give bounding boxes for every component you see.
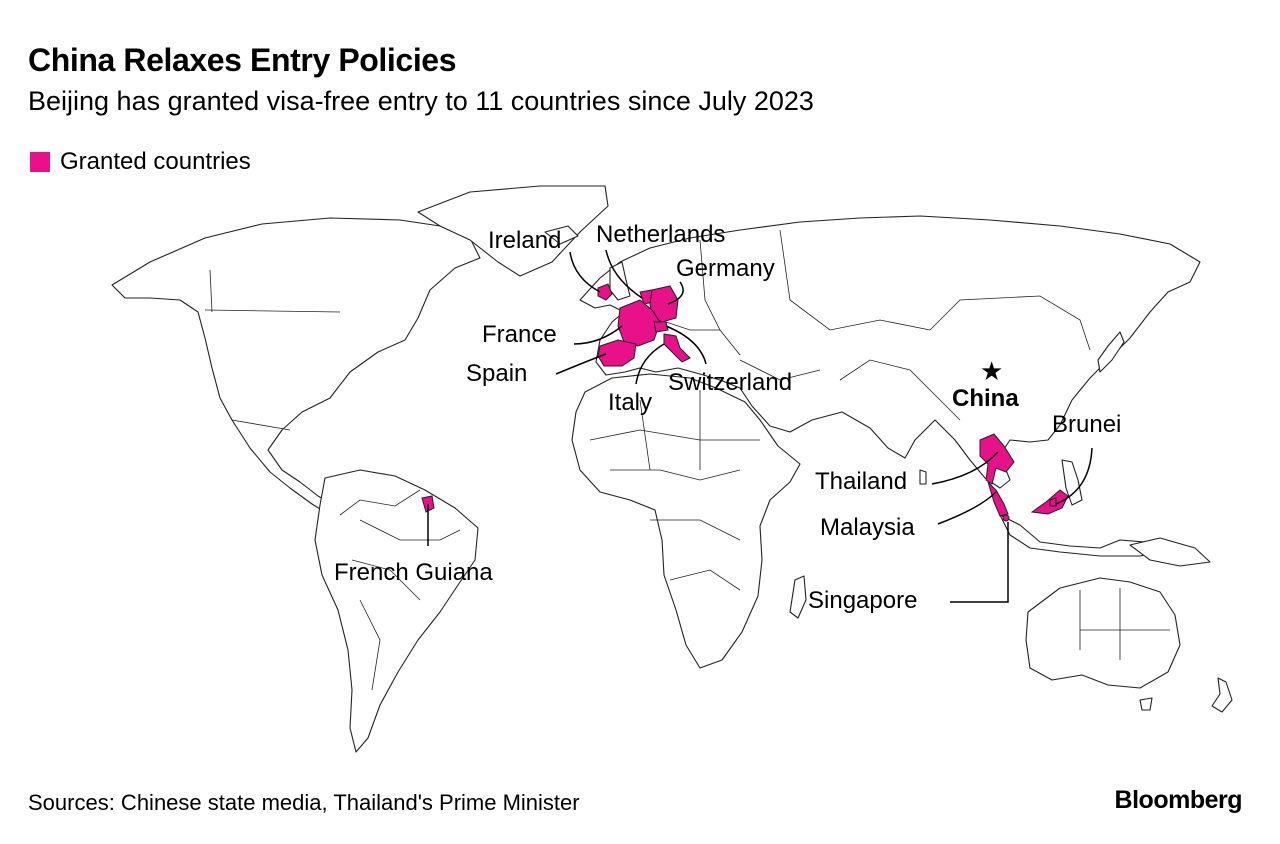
legend-swatch	[30, 152, 50, 172]
leader-france	[573, 325, 623, 345]
leader-singapore	[950, 522, 1009, 603]
granted-countries	[421, 283, 1069, 522]
leader-thailand	[931, 451, 999, 485]
bloomberg-logo: Bloomberg	[1114, 786, 1243, 814]
label-singapore: Singapore	[808, 587, 917, 614]
leader-switzerland	[665, 325, 707, 365]
country-singapore	[1002, 514, 1010, 522]
country-malaysia-peninsular	[987, 481, 1009, 517]
japan	[1097, 331, 1125, 373]
iceland	[544, 225, 579, 245]
label-netherlands: Netherlands	[596, 221, 725, 248]
country-italy	[663, 333, 691, 363]
australia	[1025, 577, 1181, 689]
label-italy: Italy	[608, 389, 652, 416]
chart-subtitle: Beijing has granted visa-free entry to 1…	[28, 86, 814, 116]
africa	[571, 373, 801, 669]
label-french-guiana: French Guiana	[334, 559, 493, 586]
label-switzerland: Switzerland	[668, 369, 792, 396]
country-france	[617, 299, 661, 347]
philippines	[1061, 459, 1083, 506]
label-spain: Spain	[466, 360, 527, 387]
new-guinea	[1129, 537, 1211, 567]
sri-lanka	[919, 469, 927, 485]
country-thailand	[979, 433, 1015, 485]
label-ireland: Ireland	[488, 227, 561, 254]
star-icon: ★	[980, 357, 1003, 387]
land-masses	[111, 185, 1233, 753]
label-france: France	[482, 321, 557, 348]
country-spain	[597, 339, 637, 367]
leader-brunei	[1055, 447, 1093, 505]
leader-lines	[427, 249, 1093, 603]
country-brunei	[1049, 497, 1057, 507]
country-ireland	[597, 283, 613, 301]
leader-germany	[667, 281, 684, 305]
tasmania	[1139, 697, 1153, 711]
leader-netherlands	[605, 249, 643, 299]
legend-label: Granted countries	[60, 148, 251, 175]
leader-ireland	[569, 251, 601, 293]
south-america	[314, 469, 479, 753]
country-borders	[204, 229, 1170, 691]
greenland	[417, 185, 609, 277]
chart-title: China Relaxes Entry Policies	[28, 42, 457, 78]
map-labels: Ireland Netherlands Germany France Spain…	[334, 221, 1121, 614]
north-america	[111, 217, 481, 521]
leader-malaysia	[937, 491, 997, 525]
country-switzerland	[653, 321, 669, 333]
label-brunei: Brunei	[1052, 411, 1121, 438]
leader-italy	[635, 343, 665, 385]
source-note: Sources: Chinese state media, Thailand's…	[28, 790, 580, 815]
madagascar	[789, 575, 807, 619]
new-zealand	[1211, 677, 1233, 713]
label-germany: Germany	[676, 255, 775, 282]
label-china: China	[952, 385, 1019, 412]
country-germany	[649, 285, 679, 323]
label-malaysia: Malaysia	[820, 514, 915, 541]
legend: Granted countries	[30, 148, 251, 176]
leader-spain	[555, 353, 607, 375]
label-thailand: Thailand	[815, 468, 907, 495]
